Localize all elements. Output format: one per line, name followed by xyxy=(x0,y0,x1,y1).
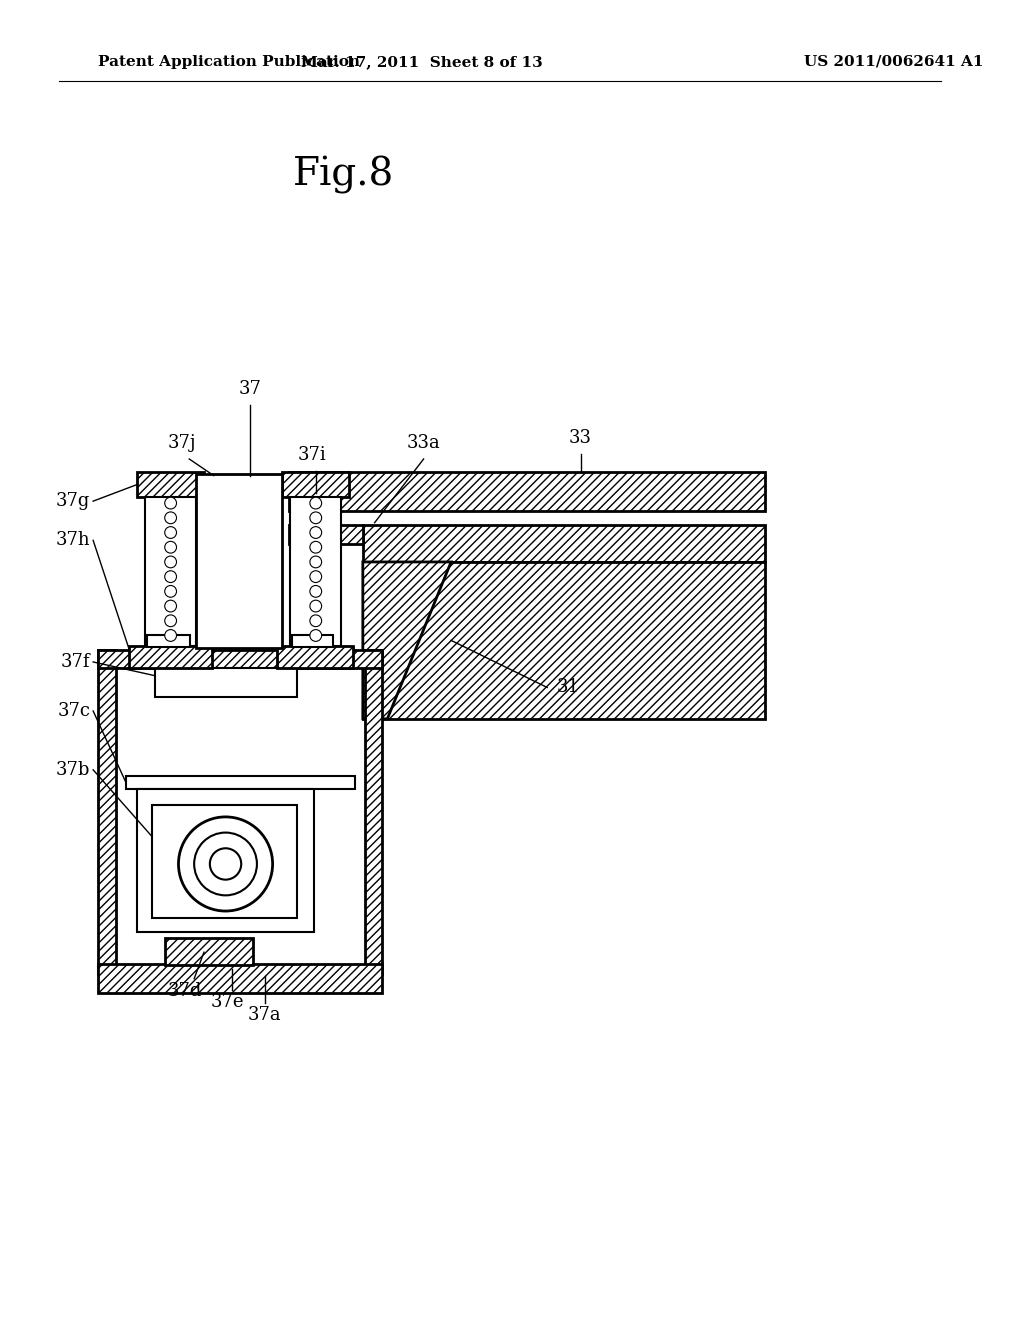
Text: 37f: 37f xyxy=(60,653,90,671)
Bar xyxy=(147,635,190,647)
Circle shape xyxy=(310,498,322,510)
Circle shape xyxy=(310,541,322,553)
Text: 37c: 37c xyxy=(57,702,90,719)
Text: US 2011/0062641 A1: US 2011/0062641 A1 xyxy=(804,55,984,69)
Text: 37g: 37g xyxy=(56,492,90,510)
Text: 37b: 37b xyxy=(56,760,90,779)
Bar xyxy=(155,668,297,697)
Circle shape xyxy=(210,849,242,879)
Polygon shape xyxy=(289,524,362,544)
Circle shape xyxy=(165,601,176,612)
Bar xyxy=(365,651,382,974)
Text: Patent Application Publication: Patent Application Publication xyxy=(98,55,360,69)
Circle shape xyxy=(310,556,322,568)
Bar xyxy=(276,647,353,668)
Circle shape xyxy=(178,817,272,911)
Bar xyxy=(129,647,212,668)
Polygon shape xyxy=(362,524,765,562)
Circle shape xyxy=(165,630,176,642)
Circle shape xyxy=(165,586,176,597)
Circle shape xyxy=(310,586,322,597)
Polygon shape xyxy=(362,562,765,719)
Text: 37e: 37e xyxy=(211,994,245,1011)
Circle shape xyxy=(165,556,176,568)
Bar xyxy=(145,498,197,647)
Bar xyxy=(290,498,341,647)
Polygon shape xyxy=(289,471,765,511)
Circle shape xyxy=(310,570,322,582)
Circle shape xyxy=(310,527,322,539)
Bar xyxy=(98,964,382,994)
Text: 33a: 33a xyxy=(407,434,440,453)
Bar xyxy=(165,937,253,965)
Circle shape xyxy=(165,541,176,553)
Text: 37d: 37d xyxy=(167,982,202,999)
Bar xyxy=(98,651,116,974)
Bar xyxy=(137,789,313,932)
Text: Fig.8: Fig.8 xyxy=(293,156,394,194)
Text: 37a: 37a xyxy=(248,1006,282,1024)
Circle shape xyxy=(310,512,322,524)
Circle shape xyxy=(165,498,176,510)
Circle shape xyxy=(310,630,322,642)
Bar xyxy=(152,805,297,917)
Circle shape xyxy=(165,527,176,539)
Circle shape xyxy=(165,615,176,627)
Circle shape xyxy=(310,601,322,612)
Bar xyxy=(197,474,283,648)
Polygon shape xyxy=(362,562,452,719)
Circle shape xyxy=(165,512,176,524)
Text: 33: 33 xyxy=(569,429,592,447)
Text: 37: 37 xyxy=(239,380,261,399)
Circle shape xyxy=(195,833,257,895)
Text: 37i: 37i xyxy=(297,446,327,463)
Bar xyxy=(283,471,349,498)
Text: 31: 31 xyxy=(557,678,580,697)
Circle shape xyxy=(310,615,322,627)
Bar xyxy=(137,471,204,498)
Circle shape xyxy=(165,570,176,582)
Text: 37h: 37h xyxy=(55,532,90,549)
Bar xyxy=(98,651,382,668)
Bar xyxy=(126,776,355,789)
Text: 37j: 37j xyxy=(167,434,196,453)
Text: Mar. 17, 2011  Sheet 8 of 13: Mar. 17, 2011 Sheet 8 of 13 xyxy=(301,55,543,69)
Bar xyxy=(292,635,334,647)
